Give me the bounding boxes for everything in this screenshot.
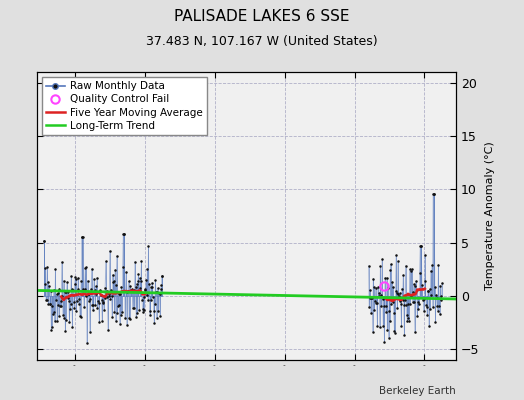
Legend: Raw Monthly Data, Quality Control Fail, Five Year Moving Average, Long-Term Tren: Raw Monthly Data, Quality Control Fail, … — [42, 77, 207, 135]
Y-axis label: Temperature Anomaly (°C): Temperature Anomaly (°C) — [485, 142, 495, 290]
Text: PALISADE LAKES 6 SSE: PALISADE LAKES 6 SSE — [174, 9, 350, 24]
Text: Berkeley Earth: Berkeley Earth — [379, 386, 456, 396]
Text: 37.483 N, 107.167 W (United States): 37.483 N, 107.167 W (United States) — [146, 35, 378, 48]
